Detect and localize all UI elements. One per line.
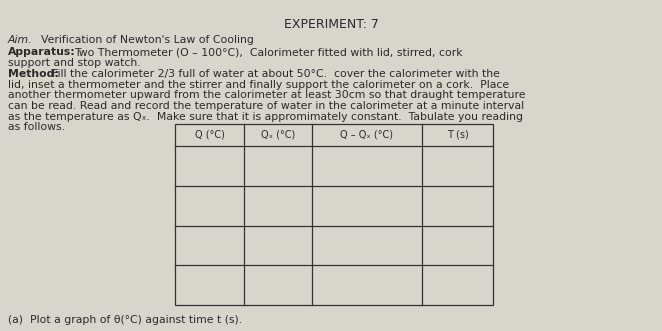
Text: another thermometer upward from the calorimeter at least 30cm so that draught te: another thermometer upward from the calo… [8, 90, 526, 100]
Text: can be read. Read and record the temperature of water in the calorimeter at a mi: can be read. Read and record the tempera… [8, 101, 524, 111]
Text: Method:: Method: [8, 69, 59, 79]
Bar [175, 124, 493, 305]
Text: support and stop watch.: support and stop watch. [8, 58, 140, 68]
Text: T (s): T (s) [447, 130, 468, 140]
Text: EXPERIMENT: 7: EXPERIMENT: 7 [283, 18, 379, 31]
Text: as the temperature as Qₓ.  Make sure that it is appromimately constant.  Tabulat: as the temperature as Qₓ. Make sure that… [8, 112, 523, 121]
Text: Aim.: Aim. [8, 35, 32, 45]
Text: Two Thermometer (O – 100°C),  Calorimeter fitted with lid, stirred, cork: Two Thermometer (O – 100°C), Calorimeter… [74, 47, 463, 57]
Text: (a)  Plot a graph of θ(°C) against time t (s).: (a) Plot a graph of θ(°C) against time t… [8, 315, 242, 325]
Text: lid, inset a thermometer and the stirrer and finally support the calorimeter on : lid, inset a thermometer and the stirrer… [8, 80, 509, 90]
Text: Fill the calorimeter 2/3 full of water at about 50°C.  cover the calorimeter wit: Fill the calorimeter 2/3 full of water a… [52, 69, 500, 79]
Text: Verification of Newton's Law of Cooling: Verification of Newton's Law of Cooling [41, 35, 254, 45]
Text: Q (°C): Q (°C) [195, 130, 224, 140]
Text: Apparatus:: Apparatus: [8, 47, 75, 57]
Text: as follows.: as follows. [8, 122, 65, 132]
Text: Q – Qₓ (°C): Q – Qₓ (°C) [340, 130, 393, 140]
Text: Qₓ (°C): Qₓ (°C) [261, 130, 295, 140]
